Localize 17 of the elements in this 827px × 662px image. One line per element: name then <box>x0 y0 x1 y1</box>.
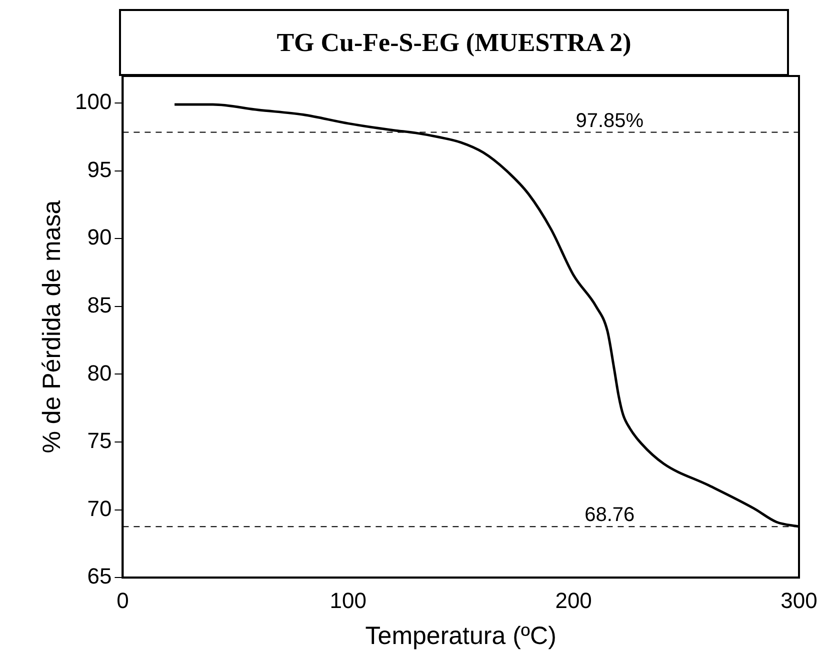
y-tick-label: 100 <box>74 89 112 114</box>
y-tick-label: 75 <box>87 428 112 454</box>
x-axis-title: Temperatura (ºC) <box>365 622 556 650</box>
y-tick-label: 95 <box>87 156 112 182</box>
x-tick-label: 300 <box>780 588 818 613</box>
x-tick-label: 100 <box>330 588 366 613</box>
y-tick-label: 70 <box>87 496 112 521</box>
y-tick-label: 65 <box>87 564 112 589</box>
chart-title: TG Cu-Fe-S-EG (MUESTRA 2) <box>119 9 789 76</box>
ref-line-label: 97.85% <box>576 110 644 132</box>
y-tick-label: 90 <box>87 224 112 250</box>
y-tick-label: 85 <box>87 292 112 318</box>
x-tick-label: 200 <box>555 588 592 613</box>
y-axis-title: % de Pérdida de masa <box>38 200 66 454</box>
y-tick-label: 80 <box>87 360 112 386</box>
x-tick-label: 0 <box>116 588 129 613</box>
ref-line-label: 68.76 <box>584 504 635 526</box>
